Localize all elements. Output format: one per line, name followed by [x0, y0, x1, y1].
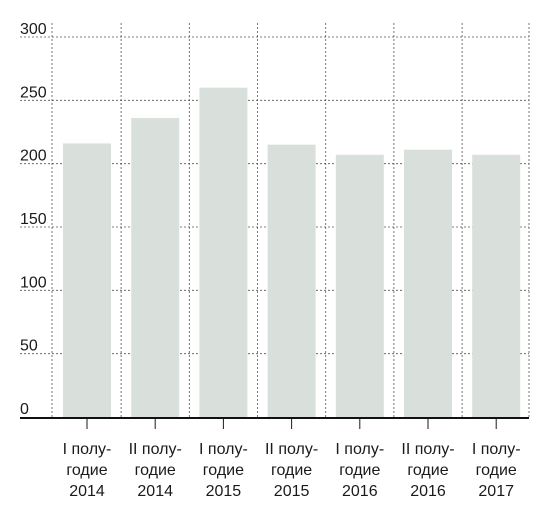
- bar-1: [131, 118, 179, 417]
- x-tick-label-line: годие: [476, 462, 517, 479]
- x-tick-label-5: II полу-годие 2016: [401, 441, 454, 500]
- y-tick-label-0: 0: [20, 401, 29, 418]
- x-tick-label-line: I полу-: [472, 441, 521, 458]
- x-tick-label-line: I полу-: [199, 441, 248, 458]
- x-tick-label-line: II полу-: [129, 441, 182, 458]
- x-tick-label-line: годие: [203, 462, 244, 479]
- x-tick-label-line: II полу-: [265, 441, 318, 458]
- x-tick-label-line: 2017: [478, 483, 514, 500]
- y-tick-label-200: 200: [20, 148, 47, 165]
- bar-2: [199, 88, 247, 417]
- x-tick-label-6: I полу-годие 2017: [472, 441, 521, 500]
- x-tick-label-line: 2014: [69, 483, 105, 500]
- x-tick-label-line: I полу-: [335, 441, 384, 458]
- bar-5: [404, 150, 452, 417]
- bar-0: [63, 143, 111, 417]
- bars-layer: [63, 88, 520, 417]
- x-tick-label-0: I полу-годие 2014: [63, 441, 112, 500]
- bar-3: [268, 145, 316, 417]
- x-tick-label-line: 2016: [342, 483, 378, 500]
- x-tick-label-line: 2015: [206, 483, 242, 500]
- x-tick-label-1: II полу-годие 2014: [129, 441, 182, 500]
- bar-4: [336, 155, 384, 417]
- x-tick-label-line: годие: [339, 462, 380, 479]
- x-tick-label-line: годие: [271, 462, 312, 479]
- x-tick-label-line: 2016: [410, 483, 446, 500]
- x-tick-label-line: годие: [407, 462, 448, 479]
- axis-layer: [20, 418, 529, 429]
- y-tick-label-100: 100: [20, 274, 47, 291]
- x-tick-label-4: I полу-годие 2016: [335, 441, 384, 500]
- y-tick-label-250: 250: [20, 84, 47, 101]
- bar-6: [472, 155, 520, 417]
- x-tick-label-line: годие: [66, 462, 107, 479]
- x-tick-label-line: годие: [135, 462, 176, 479]
- x-tick-label-line: I полу-: [63, 441, 112, 458]
- y-tick-label-150: 150: [20, 211, 47, 228]
- x-tick-label-2: I полу-годие 2015: [199, 441, 248, 500]
- y-tick-label-50: 50: [20, 338, 38, 355]
- x-tick-label-line: 2015: [274, 483, 310, 500]
- x-tick-label-line: II полу-: [401, 441, 454, 458]
- y-tick-label-300: 300: [20, 21, 47, 38]
- x-tick-label-3: II полу-годие 2015: [265, 441, 318, 500]
- x-tick-label-line: 2014: [137, 483, 173, 500]
